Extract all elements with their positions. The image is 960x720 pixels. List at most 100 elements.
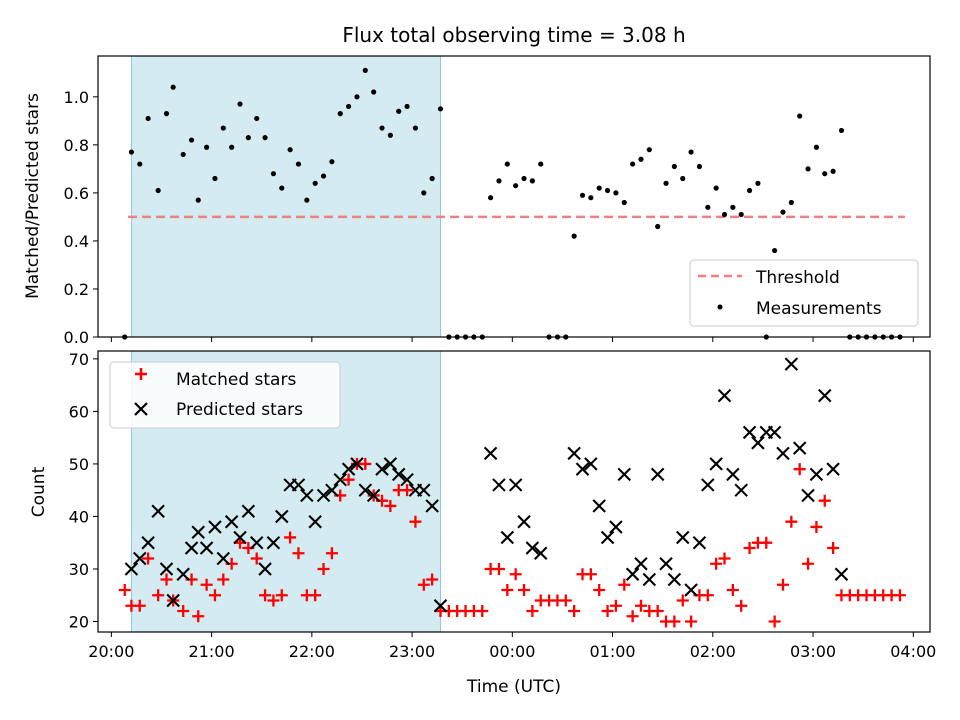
top-y-tick-label: 0.2 bbox=[64, 280, 89, 299]
predicted-stars-point bbox=[275, 509, 289, 524]
measurement-point bbox=[638, 156, 644, 162]
predicted-stars-point bbox=[617, 467, 632, 482]
predicted-stars-point bbox=[742, 425, 757, 440]
matched-stars-point bbox=[685, 615, 698, 628]
measurement-point bbox=[705, 204, 711, 210]
matched-stars-point bbox=[701, 589, 714, 602]
matched-stars-point bbox=[526, 604, 539, 617]
predicted-stars-point bbox=[667, 572, 682, 587]
matched-legend-swatch bbox=[135, 368, 147, 380]
measurement-point bbox=[680, 175, 686, 182]
top-axes-frame bbox=[97, 55, 931, 338]
predicted-stars-point bbox=[383, 457, 398, 471]
bottom-y-tick-label: 30 bbox=[69, 560, 89, 579]
predicted-stars-point bbox=[692, 535, 707, 550]
matched-stars-point bbox=[760, 536, 773, 549]
x-tick-label: 00:00 bbox=[489, 642, 535, 661]
predicted-stars-point bbox=[166, 593, 180, 608]
measurement-point bbox=[655, 223, 661, 230]
measurement-point bbox=[788, 199, 794, 206]
measurement-point bbox=[538, 161, 544, 167]
bottom-y-tick-label: 50 bbox=[69, 455, 89, 474]
measurement-point bbox=[203, 144, 210, 150]
predicted-stars-point bbox=[818, 388, 832, 403]
measurement-point bbox=[696, 163, 703, 170]
predicted-stars-point bbox=[199, 541, 214, 555]
top-y-tick-label: 0.0 bbox=[64, 328, 89, 347]
measurement-point bbox=[772, 247, 778, 254]
measurement-point bbox=[137, 161, 143, 167]
measurement-point bbox=[337, 111, 343, 117]
matched-stars-point bbox=[492, 562, 505, 575]
measurement-point bbox=[229, 144, 235, 150]
predicted-stars-point bbox=[151, 504, 165, 518]
measurement-point bbox=[287, 147, 293, 153]
measurement-point bbox=[320, 173, 327, 179]
matched-stars-point bbox=[893, 589, 906, 602]
measurement-point bbox=[671, 163, 677, 170]
x-tick-label: 22:00 bbox=[289, 642, 335, 661]
measurement-point bbox=[145, 115, 151, 122]
predicted-stars-point bbox=[308, 514, 322, 529]
predicted-stars-point bbox=[525, 541, 540, 555]
matched-stars-point bbox=[626, 610, 639, 623]
measurement-point bbox=[579, 192, 586, 198]
measurement-point bbox=[746, 187, 753, 194]
predicted-stars-point bbox=[767, 425, 782, 440]
measurement-point bbox=[346, 103, 352, 110]
measurement-point bbox=[304, 197, 310, 203]
matched-stars-point bbox=[409, 515, 422, 528]
measurement-point bbox=[630, 161, 636, 167]
matched-stars-point bbox=[743, 541, 756, 554]
measurement-point bbox=[270, 171, 277, 177]
measurement-point bbox=[128, 149, 135, 155]
measurement-point bbox=[730, 204, 736, 210]
measurement-point bbox=[588, 195, 594, 201]
measurement-point bbox=[170, 84, 176, 90]
measurement-point bbox=[830, 168, 836, 174]
predicted-stars-point bbox=[400, 472, 414, 487]
predicted-stars-point bbox=[341, 462, 356, 476]
matched-stars-point bbox=[275, 589, 288, 602]
bottom-y-tick-label: 20 bbox=[69, 612, 89, 631]
measurement-point bbox=[421, 190, 427, 196]
predicted-stars-point bbox=[751, 436, 765, 450]
top-y-tick-label: 0.6 bbox=[64, 184, 89, 203]
measurement-point bbox=[613, 190, 619, 196]
predicted-stars-point bbox=[650, 467, 665, 482]
matched-stars-point bbox=[250, 552, 263, 565]
predicted-stars-point bbox=[325, 483, 339, 497]
measurement-point bbox=[529, 178, 535, 184]
matched-stars-point bbox=[593, 583, 606, 596]
measurement-point bbox=[738, 211, 744, 218]
measurement-point bbox=[596, 185, 602, 191]
top-panel: 0.0 0.2 0.4 0.6 0.8 1.0 bbox=[64, 55, 931, 347]
predicted-legend-swatch bbox=[134, 402, 148, 416]
predicted-stars-point bbox=[634, 556, 648, 571]
top-y-tick-label: 1.0 bbox=[64, 88, 89, 107]
measurements-legend-swatch bbox=[717, 304, 723, 310]
x-tick-label: 03:00 bbox=[790, 642, 836, 661]
predicted-stars-point bbox=[584, 457, 598, 471]
measurement-point bbox=[387, 132, 393, 138]
matched-stars-point bbox=[735, 599, 748, 612]
measurement-point bbox=[279, 185, 285, 191]
measurement-point bbox=[295, 161, 302, 167]
predicted-legend-label: Predicted stars bbox=[176, 400, 303, 420]
top-y-axis-label: Matched/Predicted stars bbox=[23, 93, 43, 299]
measurement-point bbox=[155, 187, 161, 194]
predicted-stars-point bbox=[717, 388, 732, 403]
matched-legend-label: Matched stars bbox=[176, 370, 296, 390]
predicted-stars-point bbox=[391, 467, 406, 482]
measurement-point bbox=[688, 149, 694, 155]
matched-stars-point bbox=[133, 599, 146, 612]
predicted-stars-point bbox=[133, 551, 147, 566]
x-tick-label: 02:00 bbox=[690, 642, 736, 661]
x-axis-label: Time (UTC) bbox=[466, 677, 561, 697]
predicted-stars-point bbox=[709, 457, 723, 471]
matched-stars-point bbox=[768, 615, 781, 628]
matched-stars-point bbox=[476, 604, 489, 617]
measurement-point bbox=[713, 185, 719, 191]
predicted-stars-point bbox=[208, 520, 222, 534]
matched-stars-point bbox=[651, 604, 664, 617]
